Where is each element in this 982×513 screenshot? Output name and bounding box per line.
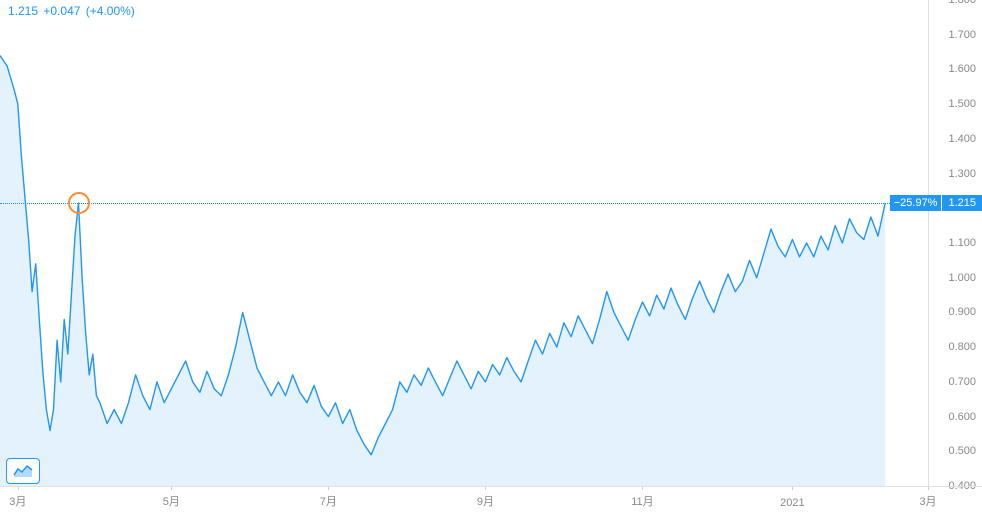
area-chart-icon xyxy=(13,464,33,478)
price-line-area xyxy=(0,0,982,513)
change-absolute: +0.047 xyxy=(43,4,80,18)
chart-type-button[interactable] xyxy=(6,458,40,484)
price-badge-value: 1.215 xyxy=(942,195,982,211)
price-chart: 1.215 +0.047 (+4.00%) 1.8001.7001.6001.5… xyxy=(0,0,982,513)
header-stats: 1.215 +0.047 (+4.00%) xyxy=(8,4,137,18)
price-badge: −25.97% 1.215 xyxy=(890,195,982,211)
price-badge-percent: −25.97% xyxy=(890,195,942,211)
current-price: 1.215 xyxy=(8,4,38,18)
change-percent: (+4.00%) xyxy=(86,4,135,18)
area-fill xyxy=(0,56,885,487)
highlight-marker xyxy=(68,192,90,214)
